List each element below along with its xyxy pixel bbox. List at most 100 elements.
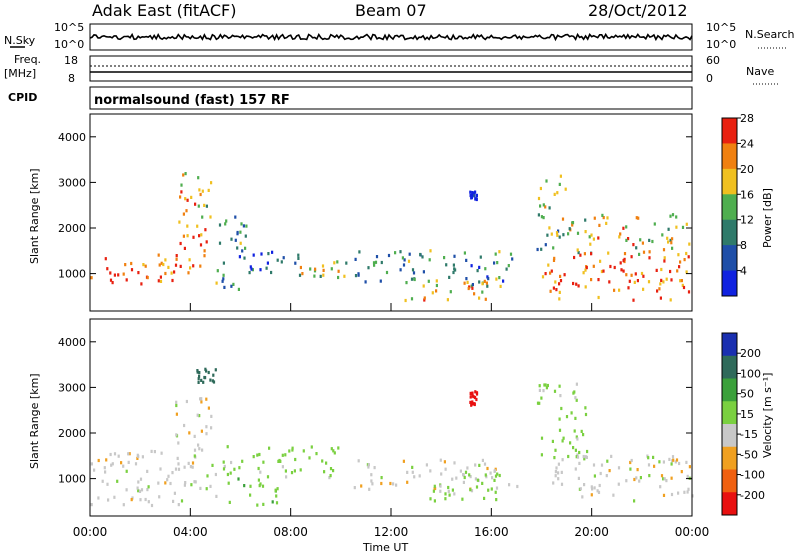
velocity-cell [197, 443, 200, 447]
power-cell [585, 266, 588, 270]
power-cell [111, 281, 114, 285]
velocity-cell [332, 449, 335, 453]
velocity-cell [201, 448, 204, 452]
power-cell [544, 243, 547, 247]
velocity-cell [542, 389, 545, 393]
power-cell [205, 240, 208, 244]
velocity-cell [494, 490, 497, 494]
velocity-colorbar: 200 100 50 15 -15 -50 -100 -200 [721, 332, 765, 516]
velocity-cell [193, 434, 196, 438]
cpid-label: CPID [8, 91, 37, 104]
velocity-cell [205, 432, 208, 436]
velocity-cell [291, 448, 294, 452]
power-cell [669, 269, 672, 274]
power-cell [251, 268, 254, 272]
power-cell [648, 238, 651, 242]
power-cell [627, 286, 630, 290]
power-colorbar-tick-label: 24 [740, 137, 754, 150]
power-cell [179, 195, 182, 199]
power-cell [364, 280, 367, 284]
velocity-cell [466, 466, 469, 470]
power-cell [656, 289, 659, 293]
velocity-cell [214, 472, 217, 477]
velocity-cell [496, 472, 499, 476]
power-cell [408, 252, 411, 256]
velocity-cell [209, 484, 212, 488]
noise-tick-high-right: 10^5 [706, 21, 736, 34]
power-cell [553, 192, 556, 196]
power-cell [572, 281, 575, 286]
date-title: 28/Oct/2012 [588, 1, 688, 20]
velocity-cell [678, 461, 681, 466]
velocity-cell [629, 467, 632, 471]
power-cell [577, 251, 580, 255]
velocity-cell [494, 474, 498, 478]
power-colorbar-segment [722, 270, 737, 297]
velocity-cell [538, 388, 541, 392]
velocity-cell [256, 453, 259, 457]
velocity-cell [558, 428, 562, 432]
velocity-cell [470, 489, 474, 493]
power-cell [218, 241, 222, 245]
power-cell [564, 187, 567, 191]
power-cell [559, 279, 563, 283]
velocity-cell [597, 490, 601, 494]
power-cell [454, 268, 457, 272]
power-cell [223, 285, 226, 289]
velocity-cell [557, 477, 560, 481]
power-cell [599, 259, 602, 263]
power-cell [539, 204, 542, 208]
velocity-cell [136, 486, 139, 490]
velocity-cell [662, 477, 665, 481]
velocity-cell [200, 397, 203, 401]
power-cell [681, 225, 685, 229]
velocity-cell [474, 463, 477, 467]
power-cell [562, 233, 565, 237]
power-cell [200, 233, 203, 237]
velocity-cell [469, 395, 472, 399]
velocity-cell [584, 406, 587, 410]
power-cell [230, 237, 233, 241]
velocity-cell [562, 436, 565, 440]
velocity-cell [670, 476, 673, 480]
power-cell [276, 258, 279, 262]
velocity-cell [120, 461, 123, 465]
power-cell [182, 212, 185, 216]
power-cell [449, 290, 452, 294]
velocity-cell [227, 481, 230, 485]
power-cell [243, 256, 246, 260]
velocity-cell [174, 467, 178, 471]
power-cell [298, 273, 302, 277]
velocity-cell [222, 460, 225, 464]
power-cell [653, 222, 656, 226]
velocity-cell [574, 448, 577, 452]
velocity-cell [337, 446, 340, 450]
velocity-cell [207, 370, 210, 375]
power-cell [179, 241, 182, 246]
velocity-cell [546, 383, 549, 388]
power-cell [319, 274, 322, 278]
power-cell [164, 271, 167, 276]
velocity-cell [144, 497, 147, 502]
velocity-cell [353, 486, 356, 490]
power-colorbar-tick-label: 12 [740, 214, 754, 227]
velocity-ytick-label: 2000 [58, 427, 86, 440]
power-cell [669, 298, 672, 302]
power-cell [605, 221, 608, 225]
power-cell [405, 281, 408, 285]
velocity-cell [175, 433, 178, 437]
power-cell [428, 258, 431, 262]
velocity-panel-frame [89, 318, 693, 517]
velocity-colorbar-label: Velocity [m s⁻¹] [761, 373, 774, 458]
velocity-cell [583, 483, 586, 487]
power-cell [552, 258, 556, 262]
velocity-cell [475, 397, 478, 402]
power-cell [443, 256, 446, 260]
power-cell [380, 260, 383, 265]
x-tick-label: 04:00 [173, 525, 208, 539]
power-cell [234, 215, 237, 219]
velocity-cell [177, 462, 180, 466]
velocity-cell [276, 487, 279, 491]
velocity-cell [593, 486, 596, 490]
velocity-cell [439, 484, 442, 488]
